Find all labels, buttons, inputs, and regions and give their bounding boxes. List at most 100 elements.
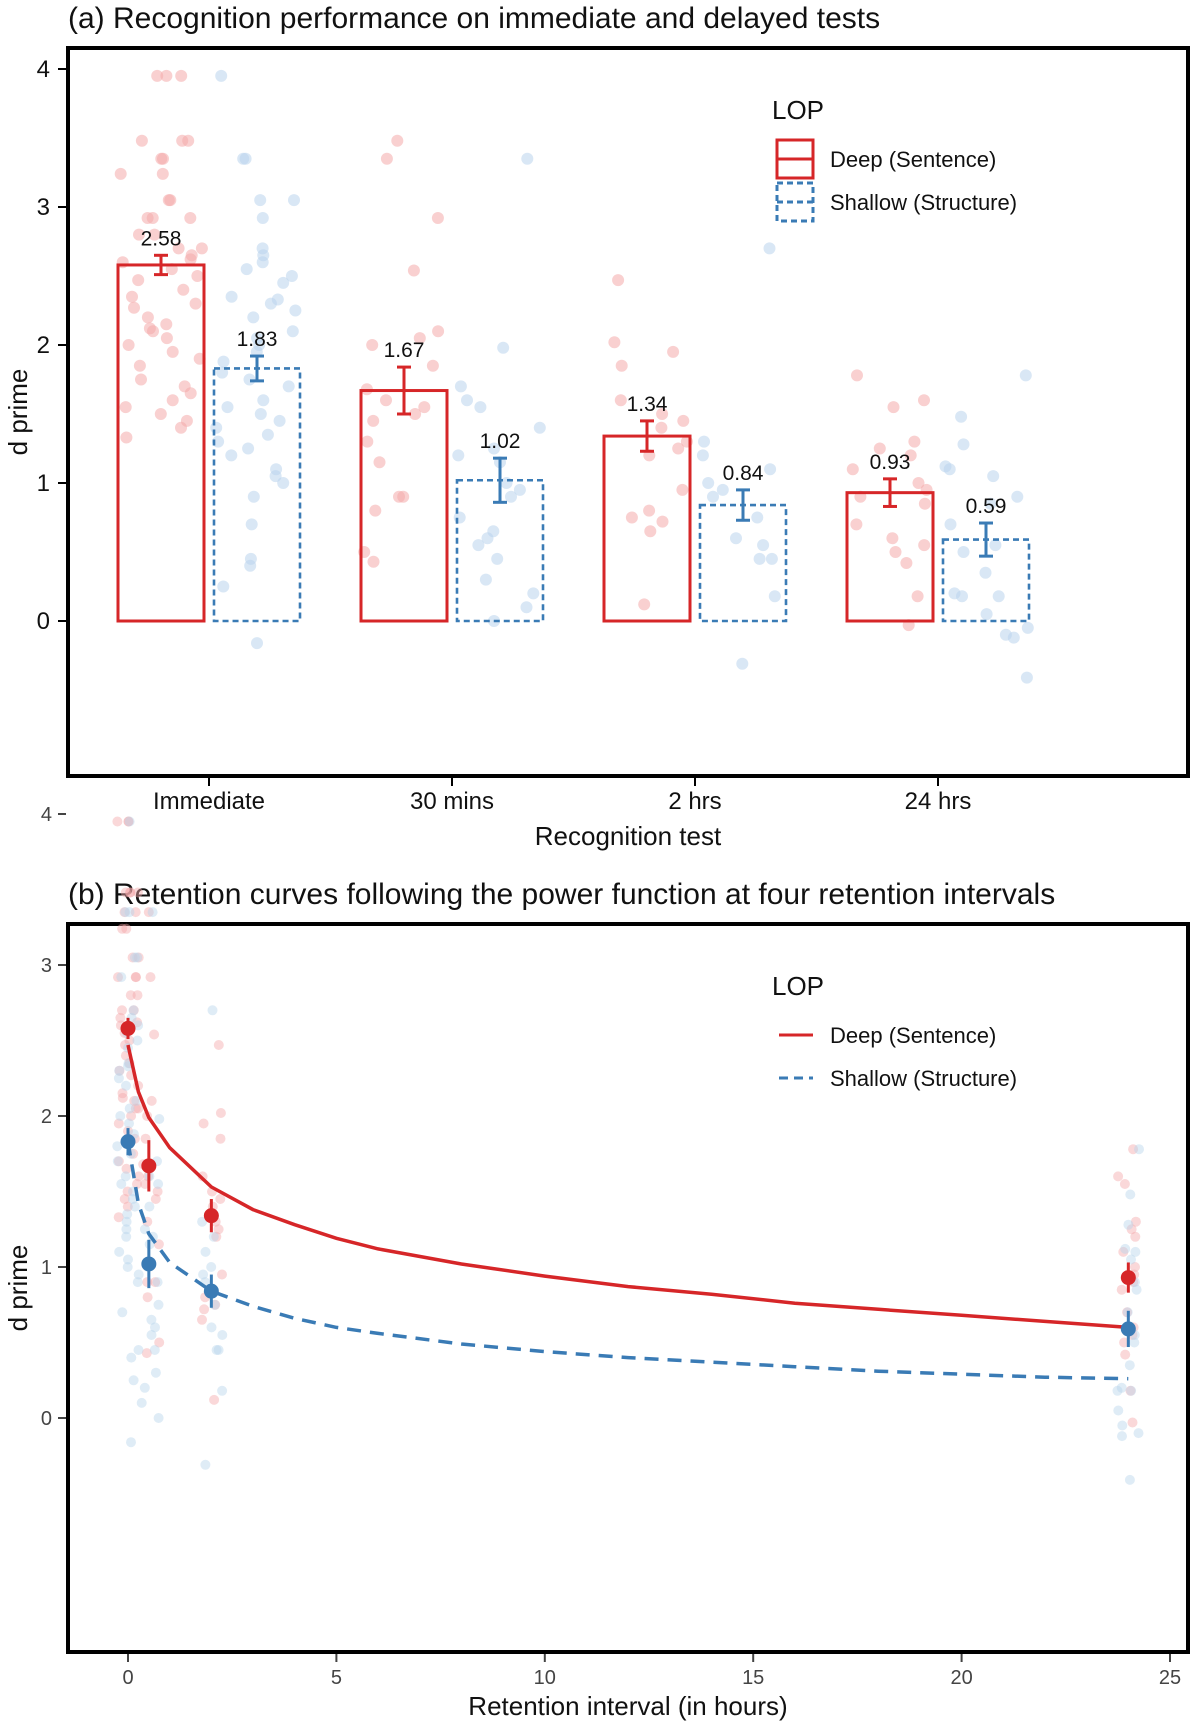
raw-point-shallow: [117, 1307, 128, 1318]
raw-point-deep: [908, 435, 921, 448]
x-tick-label: Immediate: [153, 788, 265, 815]
raw-point-shallow: [150, 1367, 161, 1378]
raw-point-deep: [612, 274, 625, 287]
raw-point-shallow: [453, 511, 466, 524]
mean-point-shallow: [1120, 1321, 1136, 1337]
y-tick-label: 2: [41, 1106, 52, 1128]
raw-point-shallow: [126, 1352, 137, 1363]
raw-point-shallow: [200, 1246, 211, 1257]
raw-point-shallow: [146, 1314, 157, 1325]
raw-point-deep: [608, 336, 621, 349]
raw-point-shallow: [285, 270, 298, 282]
legend-label-deep: Deep (Sentence): [830, 1023, 996, 1048]
raw-point-shallow: [472, 539, 485, 552]
panel-b-curves: [126, 1044, 1129, 1381]
raw-point-shallow: [264, 297, 277, 310]
raw-point-shallow: [288, 194, 300, 207]
raw-point-deep: [667, 345, 680, 358]
raw-point-deep: [166, 394, 179, 407]
raw-point-deep: [900, 557, 913, 569]
raw-point-shallow: [128, 1375, 139, 1386]
legend-title: LOP: [772, 95, 824, 125]
panel-a-y-axis: 0 1 2 3 4: [37, 56, 66, 635]
raw-point-shallow: [987, 470, 1000, 483]
raw-point-deep: [113, 1156, 124, 1167]
fitted-curve-shallow: [126, 1141, 1129, 1381]
raw-point-shallow: [1020, 671, 1033, 684]
raw-point-shallow: [256, 212, 269, 224]
y-tick-label: 4: [37, 56, 50, 83]
raw-point-deep: [150, 1194, 161, 1204]
raw-point-deep: [215, 1194, 226, 1204]
raw-point-shallow: [210, 421, 223, 434]
panel-a-title: (a) Recognition performance on immediate…: [68, 2, 880, 35]
raw-point-shallow: [461, 394, 473, 407]
raw-point-deep: [143, 907, 154, 918]
raw-point-shallow: [124, 1118, 134, 1129]
raw-point-deep: [148, 228, 161, 241]
raw-point-shallow: [505, 490, 517, 503]
raw-point-deep: [213, 1224, 224, 1235]
mean-point-deep: [1120, 1270, 1136, 1286]
y-tick-label: 3: [41, 955, 52, 977]
raw-point-shallow: [277, 276, 290, 289]
mean-point-shallow: [141, 1256, 157, 1272]
raw-point-shallow: [955, 410, 968, 423]
raw-point-deep: [911, 590, 924, 603]
panel-a: (a) Recognition performance on immediate…: [3, 2, 1190, 851]
raw-point-shallow: [121, 1216, 132, 1227]
raw-point-shallow: [1124, 1360, 1135, 1371]
panel-b-y-label: d prime: [3, 1245, 33, 1332]
panel-b-jitter-points: [112, 816, 1144, 1485]
raw-point-shallow: [153, 1179, 164, 1189]
raw-point-shallow: [211, 1345, 222, 1355]
raw-point-shallow: [225, 449, 238, 462]
raw-point-deep: [407, 264, 420, 277]
raw-point-shallow: [500, 477, 513, 489]
legend-label-deep: Deep (Sentence): [830, 147, 996, 172]
raw-point-shallow: [1130, 1246, 1141, 1257]
raw-point-shallow: [282, 380, 295, 393]
raw-point-shallow: [1126, 1385, 1137, 1396]
raw-point-deep: [655, 421, 668, 434]
raw-point-shallow: [120, 1171, 131, 1182]
raw-point-shallow: [112, 1156, 123, 1167]
raw-point-shallow: [243, 373, 256, 386]
raw-point-deep: [614, 394, 627, 407]
raw-point-deep: [150, 1277, 161, 1288]
raw-point-shallow: [273, 414, 286, 427]
raw-point-deep: [120, 431, 133, 444]
raw-point-shallow: [217, 1330, 228, 1340]
raw-point-deep: [213, 1040, 224, 1050]
raw-point-deep: [656, 408, 669, 420]
raw-point-deep: [152, 1186, 163, 1197]
raw-point-shallow: [696, 449, 709, 462]
raw-point-deep: [129, 1095, 140, 1106]
raw-point-deep: [366, 339, 379, 351]
x-tick-label: 20: [950, 1667, 972, 1689]
raw-point-shallow: [716, 483, 729, 496]
raw-point-shallow: [251, 637, 263, 650]
raw-point-deep: [126, 290, 138, 303]
x-tick-label: 24 hrs: [905, 788, 972, 815]
raw-point-deep: [121, 923, 132, 934]
raw-point-deep: [130, 907, 141, 918]
raw-point-shallow: [513, 483, 526, 496]
y-tick-label: 0: [37, 608, 50, 635]
raw-point-deep: [918, 539, 931, 552]
raw-point-shallow: [1112, 1385, 1123, 1396]
raw-point-shallow: [129, 1201, 140, 1212]
raw-point-shallow: [139, 1382, 150, 1393]
raw-point-shallow: [481, 532, 494, 545]
raw-point-deep: [117, 1088, 128, 1099]
raw-point-deep: [191, 270, 204, 282]
raw-point-deep: [918, 497, 931, 510]
raw-point-deep: [373, 456, 386, 469]
raw-point-shallow: [257, 394, 270, 407]
raw-point-shallow: [221, 401, 234, 414]
x-tick-label: 25: [1159, 1667, 1181, 1689]
raw-point-shallow: [1126, 1254, 1136, 1265]
raw-point-shallow: [144, 1201, 155, 1212]
raw-point-deep: [672, 442, 685, 455]
raw-point-deep: [393, 490, 405, 503]
